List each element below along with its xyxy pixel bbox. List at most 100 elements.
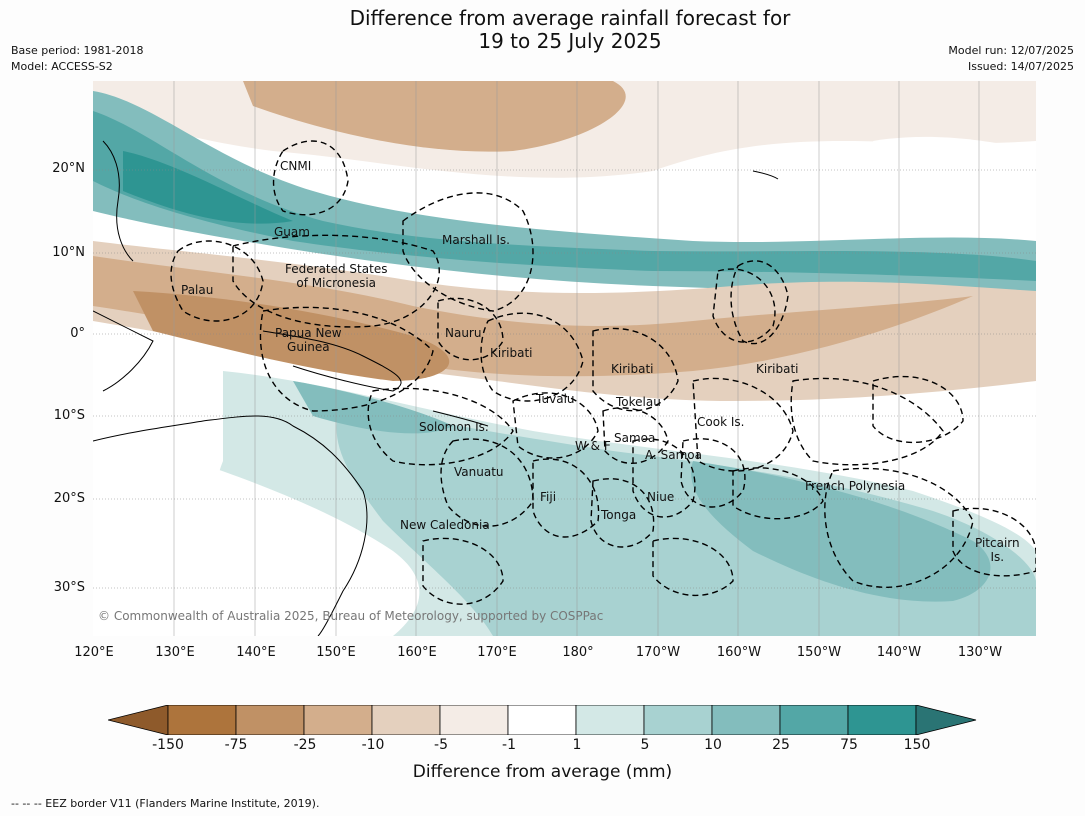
place-kiribati-east: Kiribati: [756, 362, 799, 376]
colorbar-extend-high: [915, 705, 977, 735]
place-french-polynesia: French Polynesia: [805, 479, 906, 493]
place-kiribati-central: Kiribati: [611, 362, 654, 376]
place-pitcairn-line2: Is.: [990, 550, 1005, 564]
x-label-140w: 140°W: [876, 645, 922, 660]
place-niue: Niue: [647, 490, 675, 504]
colorbar-segment: [711, 705, 781, 735]
colorbar-segment: [779, 705, 849, 735]
neutral-area-south: [193, 461, 420, 636]
cb-tick-2: -25: [293, 737, 317, 753]
colorbar-title: Difference from average (mm): [412, 762, 673, 782]
model-name: Model: ACCESS-S2: [11, 60, 113, 73]
graticule: [93, 169, 1036, 589]
place-vanuatu: Vanuatu: [454, 465, 504, 479]
place-png: Papua New Guinea: [275, 326, 342, 354]
title-line-2: 19 to 25 July 2025: [478, 29, 662, 53]
dry-core-north: [243, 81, 626, 152]
cb-tick-9: 25: [772, 737, 790, 753]
cb-tick-8: 10: [704, 737, 722, 753]
colorbar-segment: [439, 705, 509, 735]
cb-tick-6: 1: [572, 737, 582, 753]
place-palau: Palau: [181, 283, 214, 297]
y-label-0: 0°: [70, 326, 85, 341]
place-png-line1: Papua New: [275, 326, 342, 340]
title-line-1: Difference from average rainfall forecas…: [349, 6, 791, 30]
y-label-20n: 20°N: [52, 161, 85, 176]
meridians: [173, 81, 980, 636]
x-label-180: 180°: [562, 645, 594, 660]
map-title: Difference from average rainfall forecas…: [0, 7, 1085, 53]
rainfall-map: © Commonwealth of Australia 2025, Bureau…: [93, 81, 1036, 636]
place-kiribati-west: Kiribati: [490, 346, 533, 360]
wet-core-south: [691, 461, 991, 602]
colorbar-segment: [575, 705, 645, 735]
x-label-130e: 130°E: [155, 645, 195, 660]
x-label-170e: 170°E: [477, 645, 517, 660]
meta-left: Base period: 1981-2018 Model: ACCESS-S2: [11, 43, 143, 75]
colorbar-segments: [108, 705, 977, 735]
cb-tick-10: 75: [840, 737, 858, 753]
wet-core-north: [93, 111, 1036, 281]
map-canvas: [93, 81, 1036, 636]
cb-tick-3: -10: [361, 737, 385, 753]
colorbar-segment: [643, 705, 713, 735]
x-label-140e: 140°E: [236, 645, 276, 660]
place-new-caledonia: New Caledonia: [400, 518, 490, 532]
wet-core-coral-sea: [293, 381, 453, 434]
colorbar-segment: [167, 705, 237, 735]
colorbar-segment: [371, 705, 441, 735]
meta-right: Model run: 12/07/2025 Issued: 14/07/2025: [948, 43, 1074, 75]
copyright: © Commonwealth of Australia 2025, Bureau…: [98, 609, 604, 623]
base-period: Base period: 1981-2018: [11, 44, 144, 57]
cb-tick-7: 5: [640, 737, 650, 753]
x-label-150e: 150°E: [316, 645, 356, 660]
footer-note: -- -- -- EEZ border V11 (Flanders Marine…: [11, 797, 320, 810]
place-tokelau: Tokelau: [616, 395, 661, 409]
place-png-line2: Guinea: [287, 340, 330, 354]
place-cook: Cook Is.: [697, 415, 745, 429]
wet-core-west: [123, 151, 293, 224]
x-label-150w: 150°W: [796, 645, 842, 660]
x-label-170w: 170°W: [635, 645, 681, 660]
y-label-30s: 30°S: [53, 580, 85, 595]
place-solomon: Solomon Is.: [419, 420, 489, 434]
neutral-area-east: [873, 136, 1036, 181]
x-label-120e: 120°E: [74, 645, 114, 660]
place-fiji: Fiji: [540, 490, 557, 504]
dry-core-equatorial: [93, 256, 973, 377]
place-tuvalu: Tuvalu: [536, 392, 575, 406]
x-label-160w: 160°W: [716, 645, 762, 660]
y-label-20s: 20°S: [53, 491, 85, 506]
place-marshall: Marshall Is.: [442, 233, 510, 247]
place-tonga: Tonga: [601, 508, 637, 522]
place-samoa: Samoa: [614, 431, 656, 445]
place-fsm-line2: of Micronesia: [296, 276, 377, 290]
issued-date: Issued: 14/07/2025: [967, 60, 1074, 73]
cb-tick-4: -5: [434, 737, 448, 753]
cb-tick-11: 150: [903, 737, 931, 753]
place-fsm-line1: Federated States: [285, 262, 388, 276]
place-guam: Guam: [274, 225, 310, 239]
colorbar-segment: [303, 705, 373, 735]
place-pitcairn-line1: Pitcairn: [975, 536, 1020, 550]
colorbar: [108, 705, 977, 735]
colorbar-segment: [507, 705, 577, 735]
cb-tick-0: -150: [152, 737, 184, 753]
place-american-samoa: A. Samoa: [645, 448, 702, 462]
coastlines: [93, 140, 779, 636]
y-label-10n: 10°N: [52, 245, 85, 260]
place-wallis-futuna: W & F: [575, 439, 611, 453]
place-nauru: Nauru: [445, 326, 482, 340]
x-label-160e: 160°E: [397, 645, 437, 660]
place-pitcairn: Pitcairn Is.: [975, 536, 1020, 564]
model-run: Model run: 12/07/2025: [948, 44, 1074, 57]
colorbar-extend-low: [108, 705, 169, 735]
colorbar-segment: [847, 705, 917, 735]
colorbar-segment: [235, 705, 305, 735]
x-label-130w: 130°W: [957, 645, 1003, 660]
place-cnmi: CNMI: [280, 159, 312, 173]
cb-tick-5: -1: [502, 737, 516, 753]
dry-band-equatorial: [93, 241, 1036, 401]
place-fsm: Federated States of Micronesia: [285, 262, 387, 290]
eez-borders: [170, 140, 1036, 605]
